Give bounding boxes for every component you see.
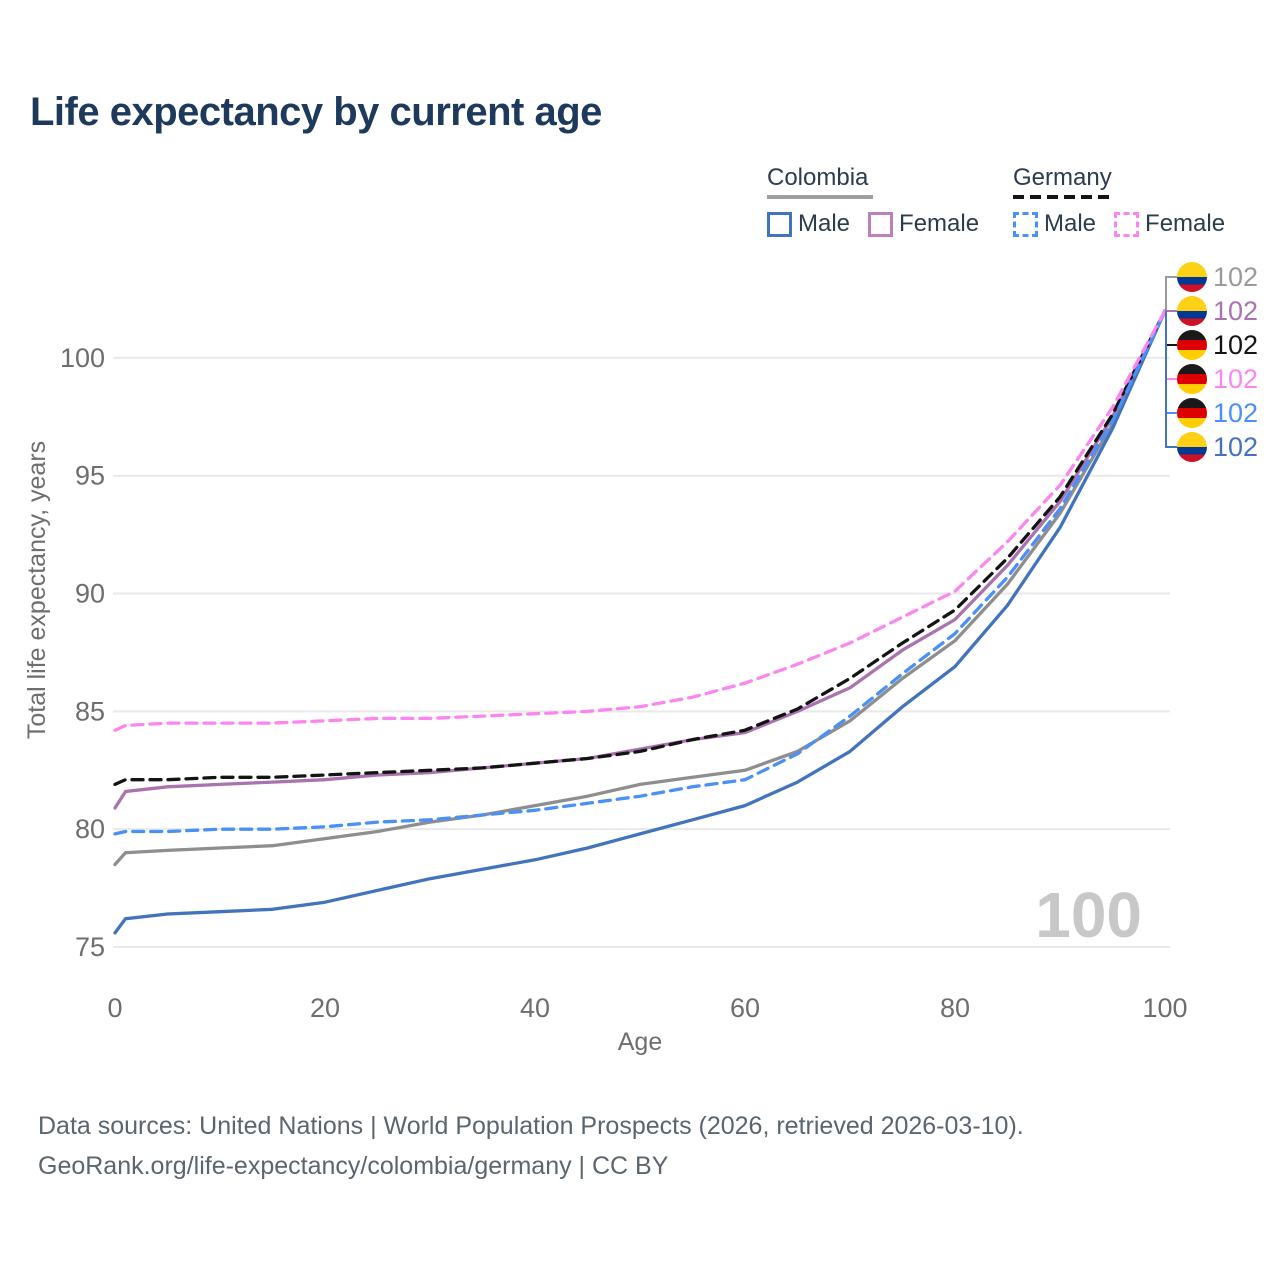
germany-female-swatch-icon xyxy=(1114,211,1140,237)
footer-attribution: GeoRank.org/life-expectancy/colombia/ger… xyxy=(38,1152,669,1180)
legend-item-colombia-male[interactable]: Male xyxy=(767,210,850,238)
y-tick-label: 75 xyxy=(75,932,105,962)
x-tick-label: 80 xyxy=(940,993,970,1023)
line-chart-canvas: 75 80 85 90 95 100 0 20 40 60 80 100 Age Total life e… xyxy=(23,276,1188,1056)
endpoint-connector xyxy=(1165,310,1177,414)
x-tick-label: 40 xyxy=(520,993,550,1023)
legend-group-colombia: Colombia Male Female xyxy=(767,164,979,238)
colombia-female-swatch-icon xyxy=(868,211,894,237)
footer: Data sources: United Nations | World Pop… xyxy=(38,1106,1024,1186)
page-title: Life expectancy by current age xyxy=(30,90,602,134)
x-tick-label: 100 xyxy=(1142,993,1187,1023)
x-tick-label: 0 xyxy=(107,993,122,1023)
series-line-colombia xyxy=(113,309,1167,867)
legend-label: Male xyxy=(1044,210,1097,237)
legend-item-colombia-female[interactable]: Female xyxy=(868,210,979,238)
footer-sources: Data sources: United Nations | World Pop… xyxy=(38,1112,1024,1140)
legend-label: Male xyxy=(798,210,851,237)
germany-male-swatch-icon xyxy=(1013,211,1038,237)
x-tick-label: 20 xyxy=(310,993,340,1023)
endpoint-connector xyxy=(1165,310,1177,346)
endpoint-connector xyxy=(1165,310,1177,448)
y-tick-label: 80 xyxy=(75,814,105,844)
legend-title-colombia: Colombia xyxy=(767,164,869,191)
legend-linestyle-colombia xyxy=(767,195,873,199)
series-line-germany-male xyxy=(113,309,1167,836)
y-tick-label: 85 xyxy=(75,696,105,726)
y-tick-label: 90 xyxy=(75,579,105,609)
legend-item-germany-female[interactable]: Female xyxy=(1114,210,1225,238)
age-watermark: 100 xyxy=(1035,879,1142,951)
y-tick-label: 95 xyxy=(75,461,105,491)
legend-item-germany-male[interactable]: Male xyxy=(1013,210,1096,238)
series-line-germany xyxy=(113,309,1167,787)
x-axis-title: Age xyxy=(618,1028,662,1056)
series-line-colombia-male xyxy=(113,309,1167,935)
colombia-male-swatch-icon xyxy=(767,211,792,237)
series-line-colombia-female xyxy=(113,309,1167,810)
legend-group-germany: Germany Male Female xyxy=(1013,164,1225,238)
legend-label: Female xyxy=(1145,210,1226,237)
series-line-germany-female xyxy=(113,309,1167,732)
endpoint-connector xyxy=(1165,276,1177,311)
x-tick-label: 60 xyxy=(730,993,760,1023)
legend-label: Female xyxy=(899,210,980,237)
legend-linestyle-germany xyxy=(1013,195,1114,199)
y-axis-title: Total life expectancy, years xyxy=(23,441,51,739)
y-tick-label: 100 xyxy=(60,343,105,373)
legend-title-germany: Germany xyxy=(1013,164,1112,191)
